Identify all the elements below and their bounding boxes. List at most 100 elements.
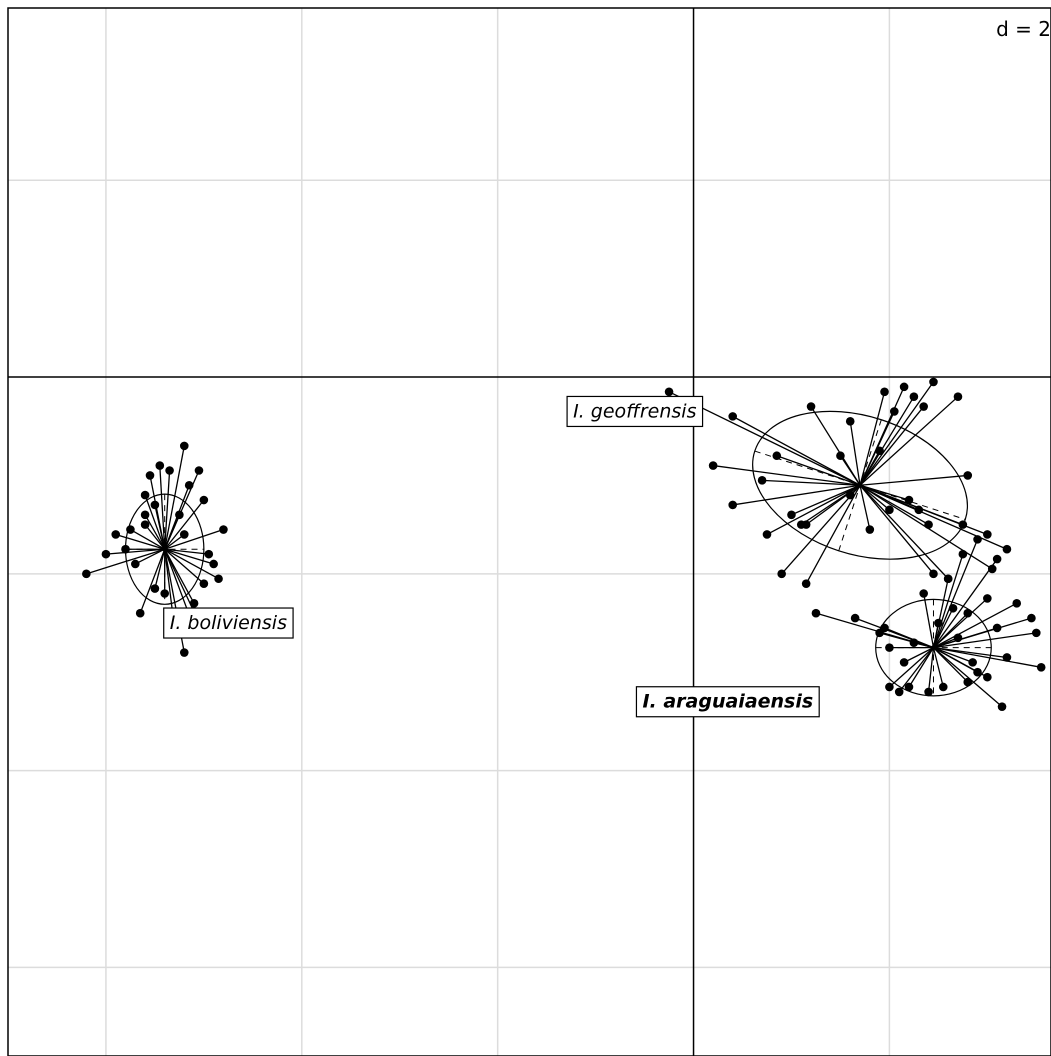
data-point xyxy=(924,520,933,529)
star-segment xyxy=(805,484,861,584)
data-point xyxy=(924,687,933,697)
data-point xyxy=(938,682,948,692)
data-point xyxy=(204,549,214,559)
star-segment xyxy=(903,647,934,663)
data-point xyxy=(762,530,772,539)
star-segment xyxy=(908,647,935,688)
star-segment xyxy=(135,548,165,565)
grid xyxy=(8,8,1051,1056)
data-point xyxy=(983,594,992,603)
star-segment xyxy=(144,514,166,550)
data-point xyxy=(145,471,155,480)
star-segment xyxy=(139,548,166,614)
star-segment xyxy=(164,548,205,585)
data-point xyxy=(1002,653,1012,662)
star-segment xyxy=(933,646,1042,668)
star-segment xyxy=(859,485,871,530)
star-segments xyxy=(86,381,1042,708)
data-point xyxy=(728,500,738,510)
data-point xyxy=(880,387,889,397)
star-segment xyxy=(859,406,925,486)
star-segment xyxy=(149,475,166,550)
star-segment xyxy=(933,602,1018,649)
data-point xyxy=(909,638,919,648)
data-point xyxy=(973,535,982,544)
star-segment xyxy=(859,484,890,511)
data-point xyxy=(929,569,938,579)
star-segment xyxy=(859,484,934,575)
data-point xyxy=(836,451,845,461)
data-point xyxy=(165,466,174,475)
data-point xyxy=(82,569,91,579)
data-point xyxy=(664,387,674,397)
data-point xyxy=(140,490,150,500)
data-point xyxy=(983,672,992,682)
data-point xyxy=(150,500,160,510)
data-point xyxy=(150,584,160,593)
data-point xyxy=(1002,544,1012,554)
data-point xyxy=(199,579,209,588)
data-point xyxy=(919,589,928,598)
star-segment xyxy=(859,450,881,486)
star-segment xyxy=(164,445,185,550)
star-segment xyxy=(898,647,934,693)
star-segment xyxy=(859,391,886,486)
data-point xyxy=(894,687,904,697)
star-segment xyxy=(164,528,224,550)
data-point xyxy=(919,402,928,411)
data-point xyxy=(963,608,973,618)
star-segment xyxy=(713,464,861,486)
data-point xyxy=(953,633,963,643)
data-point xyxy=(904,495,914,505)
data-point xyxy=(958,549,968,559)
data-point xyxy=(885,643,894,652)
data-point xyxy=(101,549,111,559)
data-point xyxy=(160,589,169,598)
data-point xyxy=(1032,628,1041,638)
group-label-box xyxy=(163,607,294,639)
data-point xyxy=(904,682,914,692)
data-point xyxy=(899,382,909,392)
data-point xyxy=(728,412,738,421)
data-point xyxy=(968,658,977,667)
data-point xyxy=(1012,599,1022,608)
data-point xyxy=(890,407,899,416)
star-segment xyxy=(859,484,949,580)
data-point xyxy=(131,559,140,569)
data-point xyxy=(219,525,228,534)
star-segment xyxy=(732,484,861,506)
data-point xyxy=(899,658,909,667)
star-segment xyxy=(732,415,861,486)
data-point xyxy=(875,446,884,456)
group-labels: I. boliviensis I. geoffrensis I. araguaiae… xyxy=(163,395,820,718)
star-segment xyxy=(849,421,861,486)
star-segment xyxy=(927,647,935,692)
scale-label: d = 2 xyxy=(996,17,1051,41)
star-segment xyxy=(888,647,934,688)
data-point xyxy=(787,510,796,520)
star-segment xyxy=(776,455,861,486)
data-point xyxy=(209,559,218,569)
star-segment xyxy=(933,597,988,649)
data-point xyxy=(992,623,1002,633)
data-point xyxy=(175,510,184,520)
data-point xyxy=(845,416,855,426)
data-point xyxy=(179,441,189,451)
group-label-2: I. araguaiaensis xyxy=(635,686,820,718)
star-segment xyxy=(933,647,973,663)
data-point xyxy=(811,608,821,618)
group-label-0: I. boliviensis xyxy=(163,607,294,639)
data-point xyxy=(958,520,968,529)
star-segment xyxy=(766,484,861,536)
data-point xyxy=(973,667,982,677)
star-segment xyxy=(115,533,165,550)
star-segment xyxy=(781,484,861,575)
data-point xyxy=(708,461,718,470)
data-point xyxy=(140,520,150,529)
axes xyxy=(8,8,1051,1056)
data-point xyxy=(929,377,938,387)
data-point xyxy=(914,505,924,515)
data-point xyxy=(121,544,130,554)
